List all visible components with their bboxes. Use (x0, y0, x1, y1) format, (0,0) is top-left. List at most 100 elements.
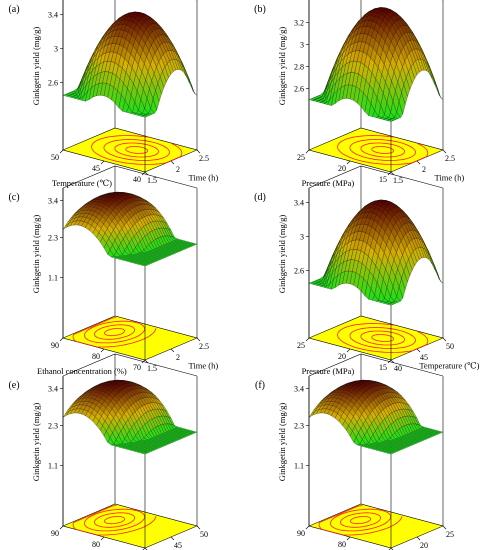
response-surface (308, 199, 444, 306)
y-tick-label: 40 (133, 175, 141, 184)
x-tick-label: 1.5 (147, 364, 157, 373)
panel-label: (c) (8, 192, 19, 203)
y-tick (346, 348, 351, 353)
response-surface (62, 191, 198, 267)
x-tick-label: 25 (446, 530, 454, 539)
contour-line (340, 512, 382, 528)
y-tick-label: 90 (51, 529, 59, 538)
y-tick-label: 15 (379, 363, 387, 372)
panel-c: 1.1 2.3 3.4 Ginkgetin yield (mg/g) 1.5 2 2.5 Ti… (8, 165, 218, 376)
x-tick (170, 348, 175, 353)
y-tick (305, 337, 310, 342)
panel-label: (e) (8, 380, 19, 391)
panel-label: (a) (8, 4, 19, 15)
contour-line (371, 146, 395, 154)
y-tick-label: 80 (338, 540, 346, 549)
z-tick-label: 3 (300, 233, 304, 242)
y-tick-label: 45 (92, 164, 100, 173)
contour-line (94, 512, 136, 528)
x-tick-label: 20 (420, 541, 428, 550)
z-tick-label: 1.1 (294, 462, 304, 471)
y-tick (100, 536, 105, 541)
contour-line (371, 334, 395, 342)
panel-label: (b) (254, 4, 266, 15)
x-tick-label: 2 (422, 165, 426, 174)
z-axis-label: Ginkgetin yield (mg/g) (277, 27, 287, 106)
contour-line (349, 139, 416, 161)
x-tick (196, 525, 201, 530)
panel-b: 2.6 2.8 3 3.2 Ginkgetin yield (mg/g) 1.5 2 2.5 T… (254, 0, 464, 188)
y-tick-label: 20 (338, 164, 346, 173)
y-tick (346, 160, 351, 165)
z-tick-label: 3.2 (294, 19, 304, 28)
z-tick-label: 3.4 (48, 197, 58, 206)
z-tick-label: 3.4 (48, 385, 58, 394)
x-tick-label: 2 (176, 165, 180, 174)
panel-label: (f) (255, 380, 265, 391)
x-tick-label: 1.5 (147, 176, 157, 185)
panel-d: 2.6 3 3.4 Ginkgetin yield (mg/g) 40 45 50 Tempe… (254, 165, 480, 376)
z-tick-label: 1.1 (48, 274, 58, 283)
y-tick-label: 80 (92, 540, 100, 549)
contour-line (318, 505, 403, 536)
panel-a: 2.6 3 3.4 Ginkgetin yield (mg/g) 1.5 2 2.5 Time… (8, 0, 218, 188)
surface-cell (140, 263, 148, 267)
y-tick (305, 525, 310, 530)
y-tick (59, 337, 64, 342)
x-tick-label: 40 (394, 364, 402, 373)
x-tick (442, 337, 447, 342)
y-tick-label: 70 (133, 363, 141, 372)
x-axis-label: Time (h) (189, 173, 219, 183)
z-tick-label: 2.6 (294, 85, 304, 94)
x-tick (170, 160, 175, 165)
y-tick (59, 525, 64, 530)
x-tick-label: 2.5 (199, 154, 209, 163)
x-axis-label: Time (h) (435, 173, 465, 183)
y-tick-label: 20 (338, 352, 346, 361)
x-tick-label: 50 (200, 530, 208, 539)
contour-line (91, 135, 183, 165)
z-tick-label: 3 (54, 45, 58, 54)
z-tick-label: 2.6 (48, 79, 58, 88)
surface-cell (386, 451, 394, 455)
x-tick-label: 50 (446, 342, 454, 351)
y-axis-label: Ethanol concentration (%) (37, 366, 127, 376)
x-tick (416, 160, 421, 165)
contour-line (337, 323, 429, 353)
contour-line (350, 515, 371, 525)
box-top-edge (62, 353, 198, 377)
z-axis-label: Ginkgetin yield (mg/g) (31, 403, 41, 482)
y-tick-label: 25 (297, 341, 305, 350)
contour-line (337, 135, 429, 165)
surface-cell (386, 303, 394, 306)
z-tick-label: 3.4 (48, 11, 58, 20)
y-tick-label: 15 (379, 175, 387, 184)
response-surface (308, 7, 444, 122)
x-tick (442, 525, 447, 530)
z-axis-label: Ginkgetin yield (mg/g) (31, 27, 41, 106)
response-surface (308, 379, 444, 455)
panel-label: (d) (254, 192, 266, 203)
y-axis-label: Pressure (MPa) (302, 366, 355, 376)
z-axis-label: Ginkgetin yield (mg/g) (31, 215, 41, 294)
box-top-edge (308, 353, 444, 377)
x-tick-label: 45 (420, 353, 428, 362)
surface-cell (386, 119, 394, 122)
box-top-edge (62, 165, 198, 189)
response-surface (62, 379, 198, 455)
x-tick (416, 348, 421, 353)
contour-line (125, 146, 149, 154)
contour-line (360, 330, 405, 346)
x-tick (442, 149, 447, 154)
box-top-edge (308, 165, 444, 189)
contour-line (94, 324, 136, 340)
z-tick-label: 2.3 (48, 233, 58, 242)
panel-f: 1.1 2.3 3.4 Ginkgetin yield (mg/g) 15 20 25 Pre… (255, 353, 476, 550)
y-tick (100, 160, 105, 165)
y-axis-label: Temperature (℃) (52, 178, 112, 188)
x-tick-label: 2.5 (199, 342, 209, 351)
z-tick-label: 2.6 (294, 267, 304, 276)
x-tick-label: 2.5 (445, 154, 455, 163)
z-tick-label: 2.3 (294, 421, 304, 430)
